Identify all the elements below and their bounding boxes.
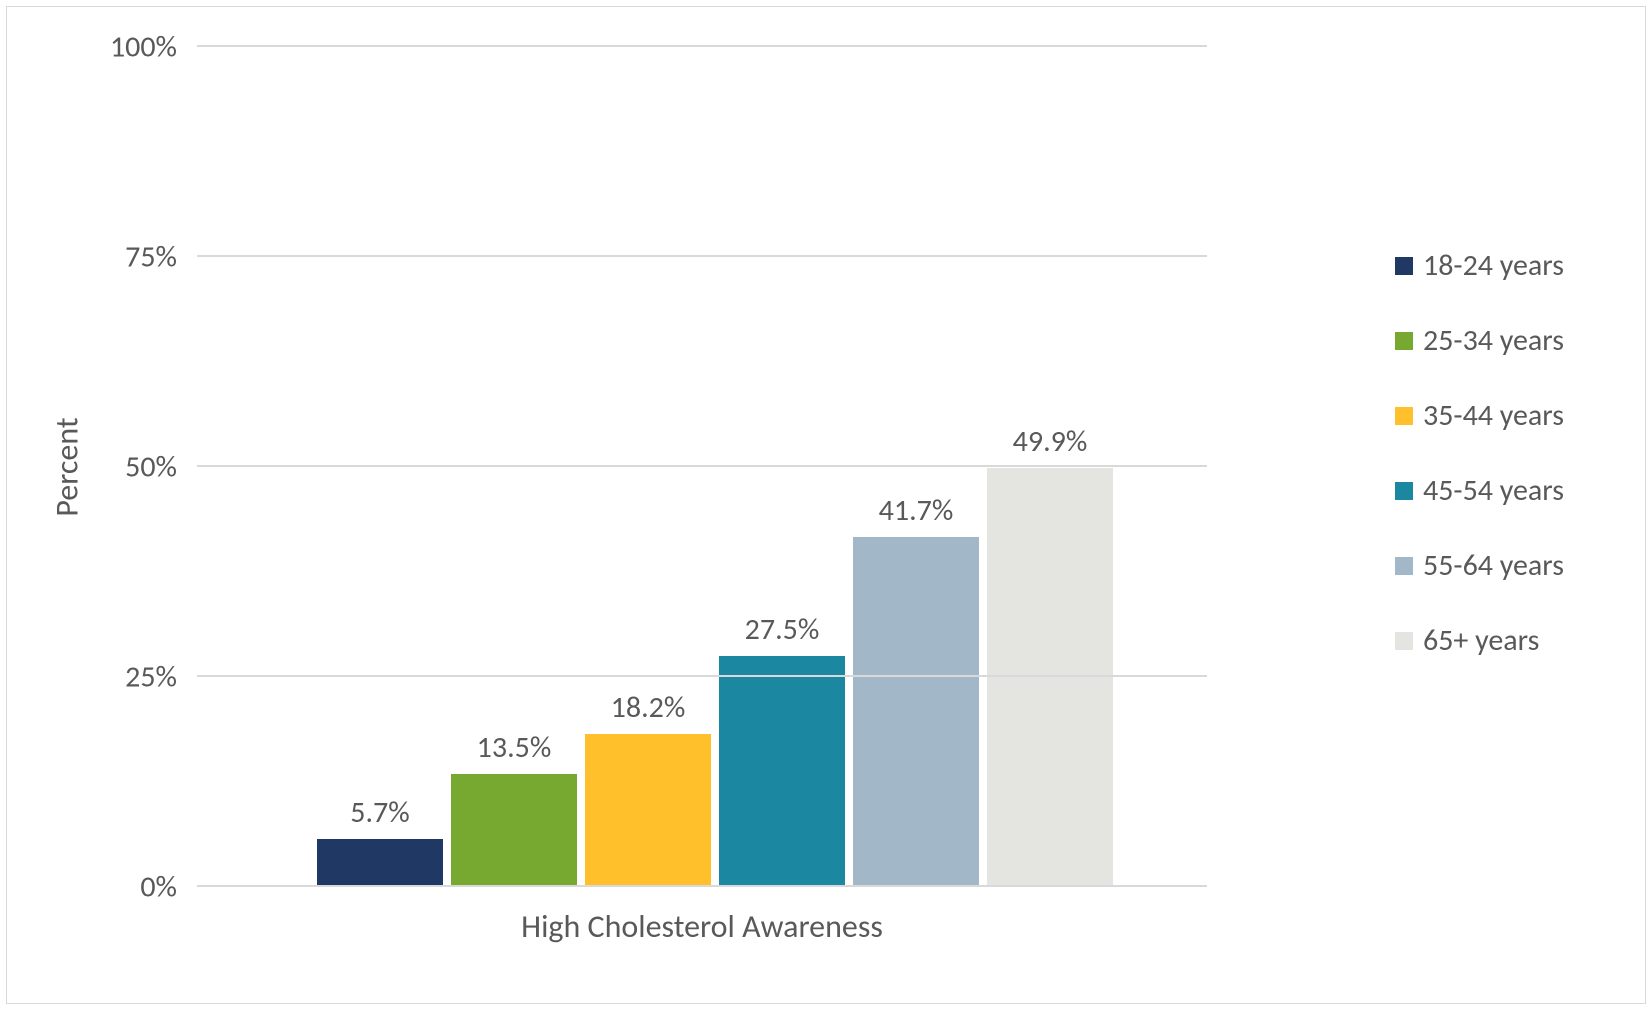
y-tick-label: 25% — [125, 659, 177, 696]
y-tick-label: 50% — [125, 449, 177, 486]
bar: 18.2% — [585, 734, 711, 887]
x-axis-line — [197, 885, 1207, 887]
legend-swatch — [1395, 332, 1413, 350]
bar-value-label: 27.5% — [745, 611, 820, 648]
legend-swatch — [1395, 482, 1413, 500]
legend-item: 45-54 years — [1395, 472, 1615, 509]
legend-item: 65+ years — [1395, 622, 1615, 659]
bar: 27.5% — [719, 656, 845, 887]
bar-value-label: 41.7% — [879, 492, 954, 529]
legend-item: 55-64 years — [1395, 547, 1615, 584]
chart-container: Percent 5.7%13.5%18.2%27.5%41.7%49.9% 0%… — [6, 6, 1646, 1004]
legend-label: 25-34 years — [1423, 322, 1564, 359]
legend-swatch — [1395, 257, 1413, 275]
x-axis-title: High Cholesterol Awareness — [521, 907, 883, 946]
bar-value-label: 13.5% — [477, 729, 552, 766]
bar: 41.7% — [853, 537, 979, 887]
legend-swatch — [1395, 407, 1413, 425]
bar: 5.7% — [317, 839, 443, 887]
legend-label: 55-64 years — [1423, 547, 1564, 584]
y-tick-label: 75% — [125, 239, 177, 276]
gridline — [197, 255, 1207, 257]
gridline — [197, 45, 1207, 47]
bars-area: 5.7%13.5%18.2%27.5%41.7%49.9% — [197, 47, 1207, 887]
legend-item: 35-44 years — [1395, 397, 1615, 434]
legend-label: 18-24 years — [1423, 247, 1564, 284]
legend-swatch — [1395, 632, 1413, 650]
legend-label: 65+ years — [1423, 622, 1539, 659]
legend-label: 35-44 years — [1423, 397, 1564, 434]
y-axis-title: Percent — [48, 417, 87, 516]
bar-value-label: 5.7% — [350, 794, 409, 831]
y-tick-label: 100% — [110, 29, 177, 66]
legend-swatch — [1395, 557, 1413, 575]
gridline — [197, 675, 1207, 677]
legend: 18-24 years 25-34 years 35-44 years 45-54 y… — [1395, 247, 1615, 697]
bar-value-label: 18.2% — [611, 689, 686, 726]
y-tick-label: 0% — [140, 869, 177, 906]
bar: 49.9% — [987, 468, 1113, 887]
plot-area: 5.7%13.5%18.2%27.5%41.7%49.9% 0%25%50%75… — [197, 47, 1207, 887]
gridline — [197, 465, 1207, 467]
legend-label: 45-54 years — [1423, 472, 1564, 509]
bar: 13.5% — [451, 774, 577, 887]
legend-item: 18-24 years — [1395, 247, 1615, 284]
legend-item: 25-34 years — [1395, 322, 1615, 359]
bar-value-label: 49.9% — [1013, 423, 1088, 460]
